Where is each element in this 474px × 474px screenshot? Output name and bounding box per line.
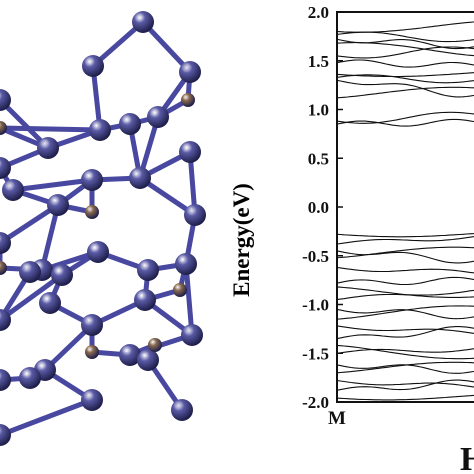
band-lines: [337, 21, 474, 401]
crystal-structure-image: [0, 11, 206, 446]
bond: [137, 175, 198, 218]
framework-atom: [19, 261, 41, 283]
y-tick-label: -0.5: [302, 247, 329, 266]
framework-atom: [175, 253, 197, 275]
y-axis-label: Energy(eV): [229, 183, 254, 297]
y-tick-label: 1.5: [308, 52, 329, 71]
y-tick-label: -1.5: [302, 344, 329, 363]
framework-atom: [137, 259, 159, 281]
band-line: [337, 364, 474, 374]
band-line: [337, 394, 474, 401]
band-line: [337, 266, 474, 274]
framework-atom: [137, 349, 159, 371]
kpoint-label-h: H: [460, 441, 474, 474]
framework-atom: [119, 113, 141, 135]
y-tick-label: -2.0: [302, 393, 329, 412]
framework-atom: [0, 424, 11, 446]
bond: [0, 272, 65, 323]
framework-atom: [181, 324, 203, 346]
framework-atom: [171, 399, 193, 421]
framework-atom: [89, 119, 111, 141]
band-line: [337, 379, 474, 391]
band-line: [337, 86, 474, 99]
kpoint-label-m: M: [328, 408, 346, 429]
framework-atom: [51, 264, 73, 286]
bond: [0, 125, 103, 133]
framework-atom: [82, 55, 104, 77]
framework-atom: [47, 194, 69, 216]
y-axis-label-container: Energy(eV): [222, 130, 262, 350]
band-line: [337, 348, 474, 354]
band-line: [337, 250, 474, 264]
framework-atom: [134, 289, 156, 311]
band-line: [337, 42, 474, 57]
band-line: [337, 233, 474, 238]
framework-atom: [37, 137, 59, 159]
framework-atom: [147, 106, 169, 128]
framework-atom: [39, 292, 61, 314]
framework-atom: [0, 369, 11, 391]
band-line: [337, 344, 474, 360]
band-line: [337, 289, 474, 301]
framework-atom: [81, 389, 103, 411]
band-line: [337, 246, 474, 259]
band-line: [337, 236, 474, 245]
bond: [0, 397, 95, 438]
framework-atom: [179, 61, 201, 83]
framework-atom: [0, 157, 11, 179]
framework-atom: [81, 314, 103, 336]
dopant-atom: [85, 345, 99, 359]
band-line: [337, 326, 474, 340]
band-line: [337, 325, 474, 334]
bond: [0, 97, 51, 151]
dopant-atom: [85, 205, 99, 219]
dopant-atom: [148, 338, 162, 352]
framework-atom: [132, 11, 154, 33]
dopant-atom: [181, 93, 195, 107]
band-line: [337, 118, 474, 127]
y-axis-ticks: 2.0 1.5 1.0 0.5 0.0 -0.5 -1.0 -1.5 -2.0: [302, 3, 343, 412]
framework-atom: [179, 141, 201, 163]
band-line: [337, 72, 474, 78]
band-line: [337, 286, 474, 298]
dopant-atom: [0, 121, 7, 135]
band-line: [337, 276, 474, 286]
y-tick-label: 2.0: [308, 3, 329, 22]
framework-atom: [81, 169, 103, 191]
band-structure-plot: 2.0 1.5 1.0 0.5 0.0 -0.5 -1.0 -1.5 -2.0 M H: [302, 3, 474, 474]
dopant-atom: [173, 283, 187, 297]
band-line: [337, 361, 474, 374]
band-line: [337, 74, 474, 84]
y-tick-label: 0.5: [308, 149, 329, 168]
bond: [140, 19, 193, 75]
band-line: [337, 111, 474, 124]
framework-atom: [129, 167, 151, 189]
framework-atom: [119, 344, 141, 366]
band-line: [337, 305, 474, 320]
y-tick-label: 1.0: [308, 101, 329, 120]
bond: [0, 202, 61, 246]
y-tick-label: -1.0: [302, 296, 329, 315]
plot-frame: [336, 11, 474, 403]
framework-atom: [0, 232, 11, 254]
y-tick-label: 0.0: [308, 198, 329, 217]
framework-atom: [0, 309, 11, 331]
bond: [39, 202, 61, 273]
framework-atom: [0, 89, 11, 111]
band-line: [337, 21, 474, 33]
band-line: [337, 46, 474, 59]
framework-atom: [184, 204, 206, 226]
band-line: [337, 59, 474, 68]
framework-atom: [19, 367, 41, 389]
band-line: [337, 380, 474, 388]
dopant-atom: [0, 261, 7, 275]
bond: [10, 177, 95, 193]
framework-atom: [2, 179, 24, 201]
band-line: [337, 79, 474, 98]
band-line: [337, 31, 474, 43]
framework-atom: [87, 241, 109, 263]
bond: [90, 19, 146, 69]
bond: [183, 261, 195, 338]
